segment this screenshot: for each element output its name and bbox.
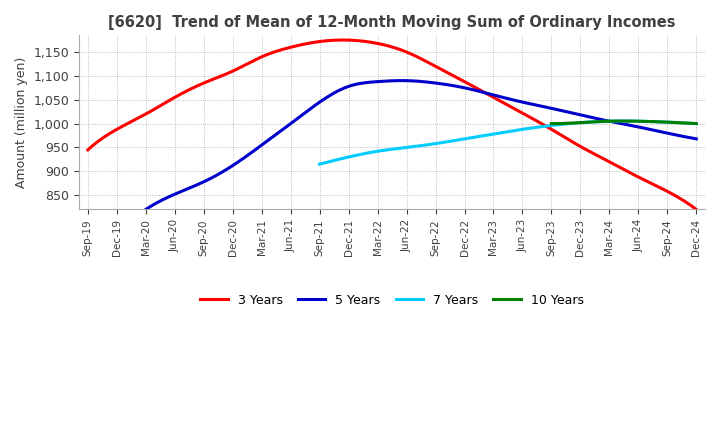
5 Years xyxy=(480,90,489,95)
Y-axis label: Amount (million yen): Amount (million yen) xyxy=(15,57,28,188)
10 Years xyxy=(549,121,557,126)
5 Years xyxy=(143,205,152,211)
3 Years xyxy=(448,73,456,78)
10 Years xyxy=(618,118,627,124)
5 Years xyxy=(469,87,478,92)
5 Years xyxy=(471,88,480,93)
7 Years xyxy=(692,121,701,126)
3 Years xyxy=(446,71,454,77)
Line: 7 Years: 7 Years xyxy=(320,121,696,164)
3 Years xyxy=(84,147,92,153)
7 Years xyxy=(317,161,325,166)
3 Years xyxy=(637,176,646,181)
5 Years xyxy=(397,78,406,83)
7 Years xyxy=(634,118,643,124)
10 Years xyxy=(634,118,642,124)
7 Years xyxy=(539,124,548,129)
3 Years xyxy=(338,37,346,43)
3 Years xyxy=(692,207,701,212)
Legend: 3 Years, 5 Years, 7 Years, 10 Years: 3 Years, 5 Years, 7 Years, 10 Years xyxy=(195,289,589,312)
7 Years xyxy=(658,119,667,125)
10 Years xyxy=(548,121,557,126)
5 Years xyxy=(607,119,616,124)
7 Years xyxy=(619,118,628,124)
5 Years xyxy=(642,126,651,131)
10 Years xyxy=(670,120,679,125)
10 Years xyxy=(692,121,701,126)
7 Years xyxy=(539,124,547,129)
Line: 10 Years: 10 Years xyxy=(552,121,696,124)
10 Years xyxy=(636,119,645,124)
5 Years xyxy=(141,207,150,212)
Line: 5 Years: 5 Years xyxy=(145,81,696,209)
3 Years xyxy=(86,145,94,150)
Line: 3 Years: 3 Years xyxy=(88,40,696,209)
10 Years xyxy=(547,121,556,126)
10 Years xyxy=(680,120,688,125)
Title: [6620]  Trend of Mean of 12-Month Moving Sum of Ordinary Incomes: [6620] Trend of Mean of 12-Month Moving … xyxy=(108,15,676,30)
10 Years xyxy=(634,118,643,124)
7 Years xyxy=(546,123,554,128)
3 Years xyxy=(598,156,607,161)
3 Years xyxy=(458,78,467,83)
7 Years xyxy=(315,161,324,167)
5 Years xyxy=(692,136,701,142)
